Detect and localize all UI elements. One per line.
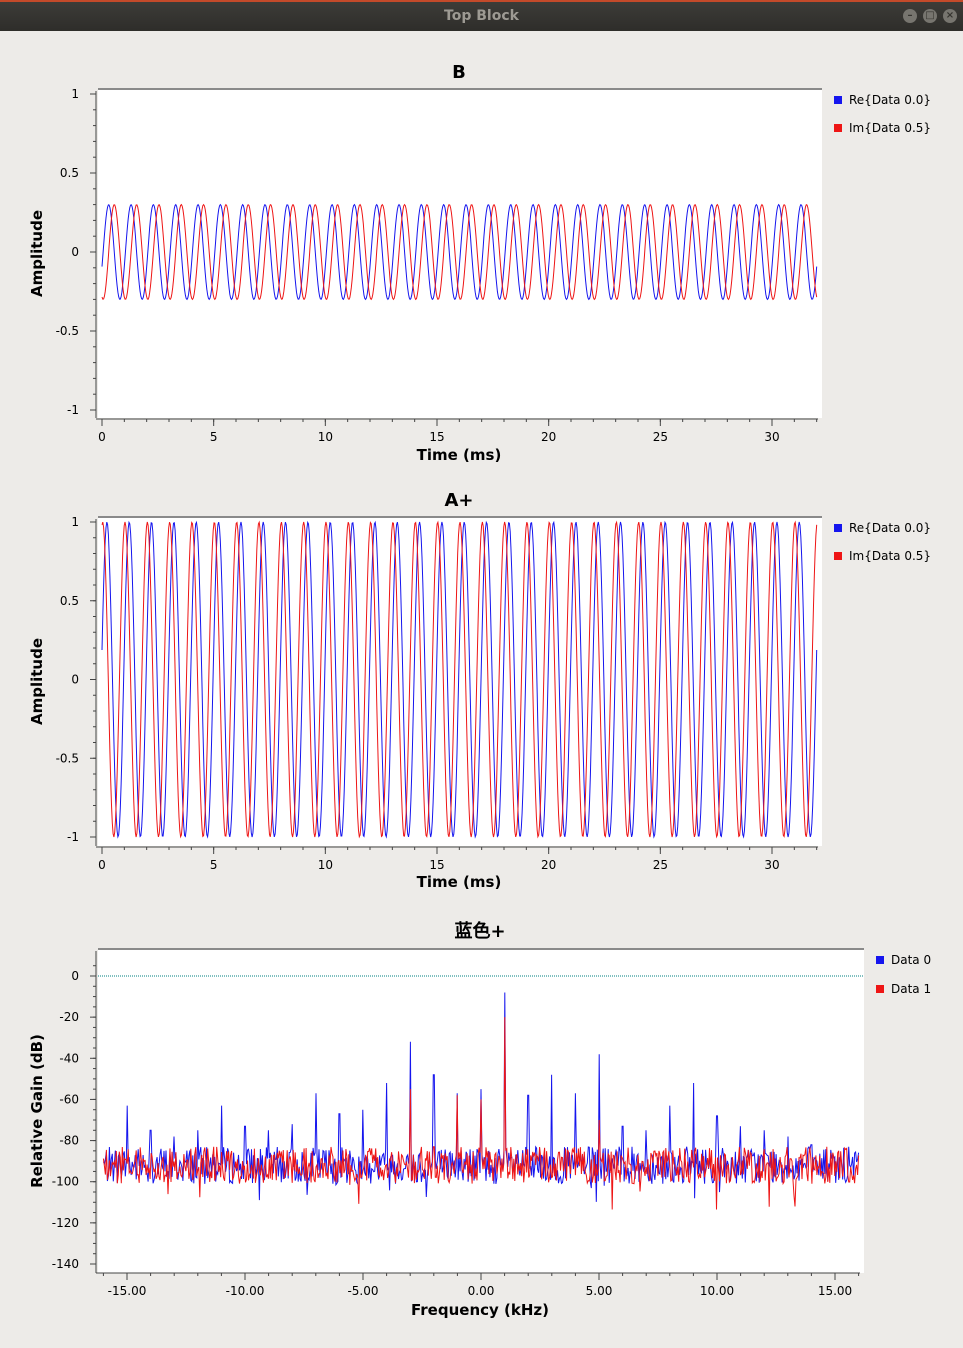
legend-label[interactable]: Re{Data 0.0} — [849, 521, 931, 535]
y-tick-label: -0.5 — [56, 324, 79, 338]
close-button[interactable]: × — [943, 9, 957, 23]
y-tick-label: -1 — [67, 830, 79, 844]
x-tick-label: 30 — [764, 430, 779, 444]
y-tick-label: -140 — [52, 1257, 79, 1271]
x-tick-label: 25 — [653, 430, 668, 444]
series-line-real — [101, 520, 818, 839]
legend-swatch[interactable] — [834, 124, 842, 132]
minimize-button[interactable]: – — [903, 9, 917, 23]
x-tick-label: 20 — [541, 858, 556, 872]
x-tick-label: 0 — [98, 430, 106, 444]
plot-canvas[interactable] — [98, 517, 822, 846]
x-axis-label: Time (ms) — [417, 446, 502, 464]
y-axis-label: Amplitude — [28, 210, 46, 297]
y-tick-label: -80 — [59, 1134, 79, 1148]
x-tick-label: 10.00 — [700, 1284, 734, 1298]
chart-2: A+ 1 0.5 0 -0.5 -1 0 5 10 15 20 25 30 Time (ms) Amplit… — [28, 490, 931, 891]
x-tick-label: 15.00 — [818, 1284, 852, 1298]
legend-label[interactable]: Im{Data 0.5} — [849, 121, 931, 135]
y-tick-label: 0.5 — [60, 166, 79, 180]
window-titlebar[interactable]: Top Block – □ × — [0, 0, 963, 31]
y-tick-label: -120 — [52, 1216, 79, 1230]
x-tick-label: 10 — [318, 858, 333, 872]
x-tick-label: 25 — [653, 858, 668, 872]
legend-label[interactable]: Im{Data 0.5} — [849, 549, 931, 563]
x-tick-label: -5.00 — [347, 1284, 378, 1298]
chart-3: 蓝色+ 0 -20 -40 -60 -80 -100 -120 -140 -15.00 -10.00… — [28, 920, 931, 1319]
y-tick-label: -100 — [52, 1175, 79, 1189]
y-tick-label: 0 — [71, 245, 79, 259]
y-tick-label: -1 — [67, 403, 79, 417]
legend-swatch[interactable] — [876, 985, 884, 993]
chart-title: B — [452, 62, 466, 83]
y-tick-label: -60 — [59, 1092, 79, 1106]
chart-title: 蓝色+ — [454, 920, 505, 942]
y-tick-label: 1 — [71, 515, 79, 529]
y-tick-label: -0.5 — [56, 751, 79, 765]
legend-swatch[interactable] — [876, 956, 884, 964]
x-tick-label: 5 — [210, 858, 218, 872]
y-tick-label: 0 — [71, 969, 79, 983]
y-tick-label: 1 — [71, 87, 79, 101]
y-axis-label: Amplitude — [28, 638, 46, 725]
y-tick-label: -40 — [59, 1051, 79, 1065]
x-tick-label: 5 — [210, 430, 218, 444]
x-tick-label: 0 — [98, 858, 106, 872]
legend-swatch[interactable] — [834, 552, 842, 560]
series-line-imag — [101, 203, 818, 301]
x-tick-label: 5.00 — [586, 1284, 613, 1298]
legend-swatch[interactable] — [834, 96, 842, 104]
legend-swatch[interactable] — [834, 524, 842, 532]
x-axis-label: Frequency (kHz) — [411, 1301, 549, 1319]
legend-label[interactable]: Data 1 — [891, 982, 931, 996]
y-tick-label: 0.5 — [60, 594, 79, 608]
y-tick-label: -20 — [59, 1010, 79, 1024]
legend-label[interactable]: Re{Data 0.0} — [849, 93, 931, 107]
y-tick-label: 0 — [71, 673, 79, 687]
x-tick-label: 10 — [318, 430, 333, 444]
x-tick-label: 20 — [541, 430, 556, 444]
series-line-imag — [101, 520, 818, 839]
x-tick-label: 30 — [764, 858, 779, 872]
x-tick-label: 15 — [429, 430, 444, 444]
x-axis-label: Time (ms) — [417, 873, 502, 891]
maximize-button[interactable]: □ — [923, 9, 937, 23]
x-tick-label: -10.00 — [226, 1284, 265, 1298]
spectrum-line-data-1 — [102, 1017, 860, 1210]
chart-title: A+ — [444, 490, 473, 511]
y-axis-label: Relative Gain (dB) — [28, 1034, 46, 1188]
x-tick-label: -15.00 — [108, 1284, 147, 1298]
chart-1: B 1 0.5 0 -0.5 -1 0 5 10 15 20 25 30 Time (ms) Amplitu… — [28, 62, 931, 464]
series-line-real — [101, 203, 818, 301]
x-tick-label: 15 — [429, 858, 444, 872]
x-tick-label: 0.00 — [468, 1284, 495, 1298]
legend-label[interactable]: Data 0 — [891, 953, 931, 967]
window-title: Top Block — [444, 8, 519, 24]
